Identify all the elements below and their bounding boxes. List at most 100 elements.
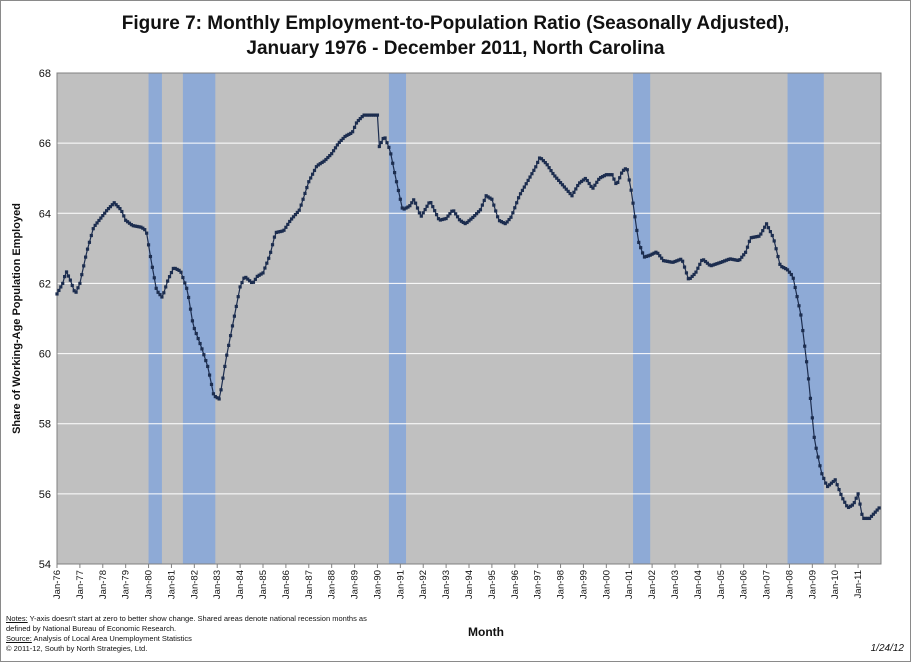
data-point xyxy=(740,255,744,259)
data-point xyxy=(141,226,145,230)
data-point xyxy=(663,259,668,263)
data-point xyxy=(167,275,172,279)
data-point xyxy=(471,215,475,220)
y-tick-label: 68 xyxy=(39,68,51,80)
data-point xyxy=(782,266,786,270)
data-point xyxy=(658,254,662,258)
data-point xyxy=(536,160,540,165)
data-point xyxy=(97,218,101,223)
data-point xyxy=(717,261,721,265)
data-point xyxy=(364,113,368,117)
data-point xyxy=(497,219,502,223)
data-point xyxy=(618,176,622,180)
data-point xyxy=(608,173,612,177)
data-point xyxy=(602,174,607,178)
data-point xyxy=(166,279,170,283)
x-tick-label: Jan-94 xyxy=(464,570,475,599)
data-point xyxy=(57,288,61,293)
data-point xyxy=(248,279,252,283)
data-point xyxy=(59,285,63,289)
data-point xyxy=(629,188,633,192)
data-point xyxy=(230,324,235,328)
data-point xyxy=(293,213,298,217)
data-point xyxy=(125,220,130,224)
data-point xyxy=(581,178,586,182)
data-point xyxy=(751,235,755,239)
data-point xyxy=(684,271,689,275)
data-point xyxy=(425,204,429,208)
data-point xyxy=(518,192,523,196)
data-point xyxy=(164,285,168,289)
data-point xyxy=(534,165,538,169)
data-point xyxy=(244,275,248,280)
data-point xyxy=(129,223,133,227)
data-point xyxy=(89,233,93,238)
data-point xyxy=(70,283,74,288)
data-point xyxy=(227,343,231,347)
data-point xyxy=(578,181,582,185)
data-point xyxy=(656,251,660,255)
data-point xyxy=(454,212,458,216)
data-point xyxy=(438,218,442,222)
recession-band xyxy=(787,73,824,564)
data-point xyxy=(99,216,103,220)
data-point xyxy=(286,222,290,226)
data-point xyxy=(745,245,750,249)
data-point xyxy=(343,134,347,139)
data-point xyxy=(461,220,465,224)
data-point xyxy=(198,341,202,346)
data-point xyxy=(719,260,723,264)
data-point xyxy=(135,224,139,229)
data-point xyxy=(711,263,715,267)
data-point xyxy=(610,173,614,177)
data-point xyxy=(776,254,780,259)
data-point xyxy=(499,220,504,224)
data-point xyxy=(391,161,395,165)
data-point xyxy=(820,472,824,476)
data-point xyxy=(858,502,862,506)
data-point xyxy=(873,510,877,514)
data-point xyxy=(747,239,751,243)
x-tick-label: Jan-07 xyxy=(762,570,773,599)
data-point xyxy=(127,221,132,225)
data-point xyxy=(763,225,767,229)
data-point xyxy=(555,176,559,180)
data-point xyxy=(585,178,589,183)
data-point xyxy=(310,172,315,176)
data-point xyxy=(543,161,547,165)
data-point xyxy=(482,198,486,203)
x-tick-label: Jan-97 xyxy=(533,570,544,599)
data-point xyxy=(675,259,679,263)
data-point xyxy=(93,223,97,227)
x-tick-label: Jan-79 xyxy=(121,570,132,599)
data-point xyxy=(753,235,757,239)
data-point xyxy=(333,146,338,150)
data-point xyxy=(261,271,265,275)
data-point xyxy=(85,247,90,251)
data-point xyxy=(421,211,425,215)
copyright-text: © 2011-12, South by North Strategies, Lt… xyxy=(6,644,148,653)
x-tick-label: Jan-96 xyxy=(510,570,521,599)
data-point xyxy=(66,274,71,278)
data-point xyxy=(358,116,362,121)
data-point xyxy=(702,258,706,262)
data-point xyxy=(322,159,326,163)
data-point xyxy=(112,201,116,205)
data-point xyxy=(320,160,324,165)
data-point xyxy=(160,295,164,299)
data-point xyxy=(515,201,519,205)
data-point xyxy=(330,152,334,156)
data-point xyxy=(95,221,99,225)
data-point xyxy=(646,254,650,258)
chart-title-line2: January 1976 - December 2011, North Caro… xyxy=(246,38,665,59)
recession-band xyxy=(182,73,216,564)
data-point xyxy=(484,194,488,198)
notes-label: Notes: xyxy=(6,614,28,623)
data-point xyxy=(587,181,591,186)
data-point xyxy=(467,219,471,223)
data-point xyxy=(530,172,534,176)
data-point xyxy=(423,207,427,212)
data-point xyxy=(143,228,147,232)
data-point xyxy=(583,176,587,181)
data-point xyxy=(305,185,309,190)
